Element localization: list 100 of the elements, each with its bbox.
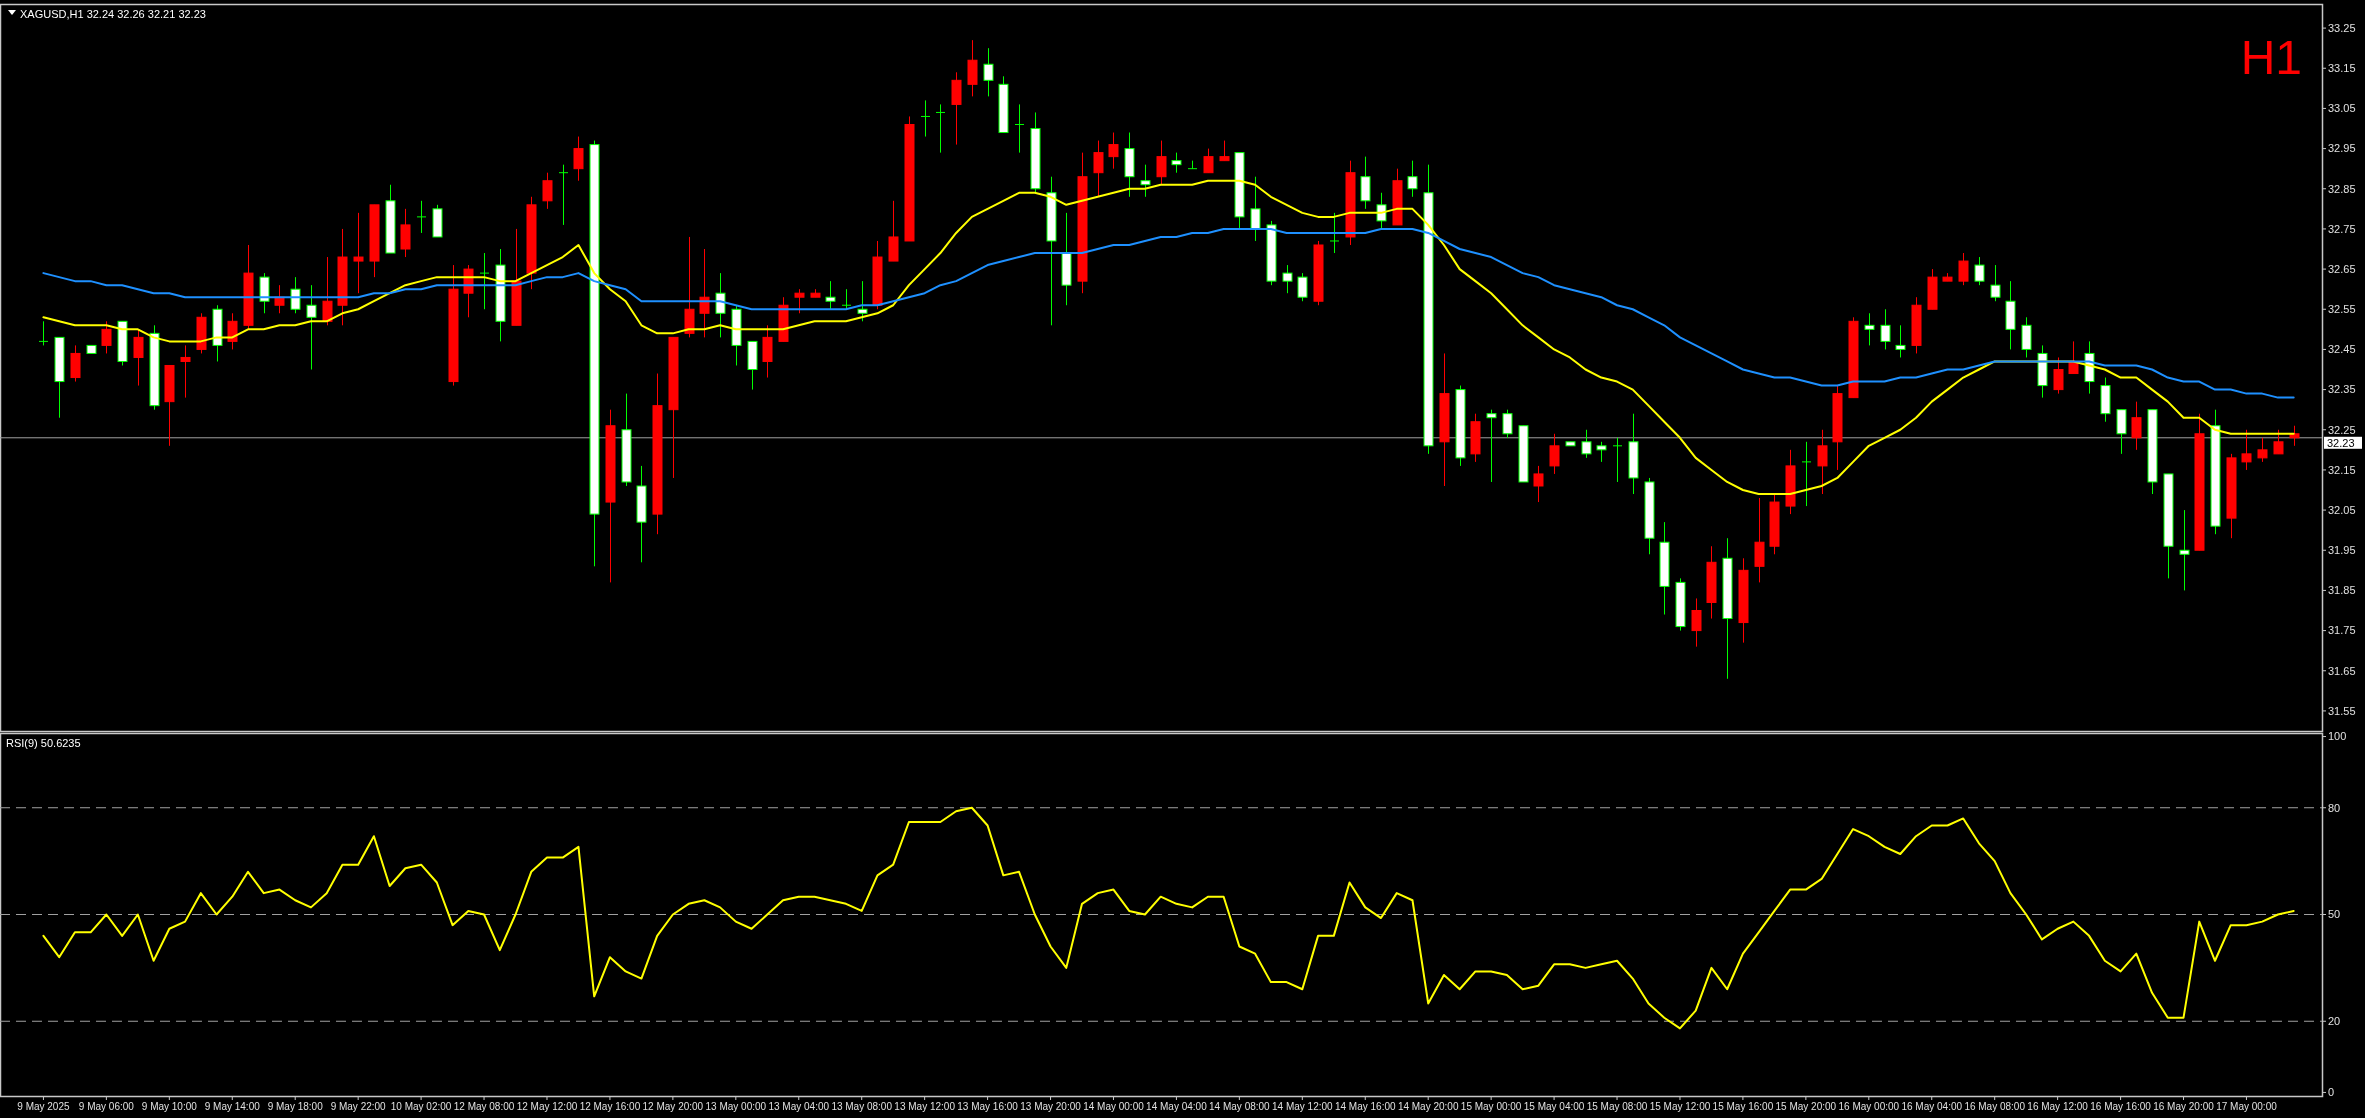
x-tick-label: 14 May 12:00	[1272, 1101, 1334, 1112]
x-tick-label: 9 May 2025	[17, 1101, 70, 1112]
x-tick-label: 16 May 04:00	[1901, 1101, 1963, 1112]
y-tick-label: 32.65	[2328, 262, 2356, 275]
x-tick-label: 13 May 08:00	[831, 1101, 893, 1112]
candlestick	[1140, 164, 1151, 198]
candlestick	[2257, 437, 2268, 463]
x-tick-label: 12 May 12:00	[516, 1101, 578, 1112]
candlestick	[794, 288, 805, 314]
candlestick	[2131, 401, 2142, 451]
candlestick	[1990, 264, 2001, 302]
candlestick	[699, 248, 710, 338]
y-tick-label: 32.35	[2328, 383, 2356, 396]
y-tick-label: 33.05	[2328, 102, 2356, 115]
annotation: H1	[2240, 31, 2302, 84]
candlestick	[322, 256, 333, 326]
x-tick-label: 15 May 16:00	[1712, 1101, 1774, 1112]
candlestick	[479, 252, 490, 310]
candlestick	[1596, 441, 1607, 463]
x-tick-label: 12 May 08:00	[453, 1101, 515, 1112]
y-tick-label: 20	[2328, 1015, 2341, 1028]
x-tick-label: 12 May 16:00	[579, 1101, 641, 1112]
y-tick-label: 32.75	[2328, 222, 2356, 235]
ref-line-label: 32.23	[2327, 436, 2355, 449]
x-tick-label: 9 May 10:00	[141, 1101, 198, 1112]
x-tick-label: 13 May 20:00	[1020, 1101, 1082, 1112]
y-tick-label: 31.55	[2328, 704, 2356, 717]
x-tick-label: 16 May 20:00	[2153, 1101, 2215, 1112]
candlestick	[2068, 340, 2079, 375]
candlestick	[1329, 212, 1340, 254]
candlestick	[1958, 252, 1969, 286]
x-tick-label: 14 May 20:00	[1397, 1101, 1459, 1112]
x-tick-label: 15 May 12:00	[1649, 1101, 1711, 1112]
y-tick-label: 32.15	[2328, 463, 2356, 476]
y-tick-label: 100	[2328, 730, 2347, 743]
candlestick	[573, 136, 584, 182]
y-tick-label: 50	[2328, 908, 2341, 921]
y-tick-label: 31.75	[2328, 624, 2356, 637]
y-tick-label: 32.95	[2328, 142, 2356, 155]
x-tick-label: 9 May 18:00	[267, 1101, 324, 1112]
candlestick	[306, 284, 317, 371]
x-tick-label: 14 May 16:00	[1334, 1101, 1396, 1112]
x-tick-label: 15 May 00:00	[1460, 1101, 1522, 1112]
x-tick-label: 13 May 04:00	[768, 1101, 830, 1112]
y-tick-label: 31.95	[2328, 544, 2356, 557]
candlestick	[416, 200, 427, 234]
candlestick	[1376, 192, 1387, 230]
candlestick	[1880, 308, 1891, 350]
candlestick	[1282, 264, 1293, 294]
candlestick	[2273, 429, 2284, 455]
x-tick-label: 17 May 00:00	[2216, 1101, 2278, 1112]
candlestick	[180, 344, 191, 399]
y-tick-label: 32.45	[2328, 343, 2356, 356]
candlestick	[1156, 140, 1167, 186]
candlestick	[1549, 433, 1560, 475]
x-tick-label: 10 May 02:00	[390, 1101, 452, 1112]
candlestick	[1486, 409, 1497, 483]
candlestick	[715, 272, 726, 338]
candlestick	[1801, 441, 1812, 507]
candlestick	[1817, 429, 1828, 495]
y-tick-label: 31.85	[2328, 584, 2356, 597]
candlestick	[558, 164, 569, 226]
candlestick	[101, 320, 112, 354]
x-tick-label: 12 May 20:00	[642, 1101, 704, 1112]
candlestick	[1093, 140, 1104, 198]
x-tick-label: 9 May 14:00	[204, 1101, 261, 1112]
candlestick	[1250, 176, 1261, 242]
candlestick	[133, 328, 144, 387]
candlestick	[1297, 272, 1308, 302]
candlestick	[1219, 140, 1230, 162]
candlestick	[1691, 597, 1702, 648]
candlestick	[920, 99, 931, 138]
y-tick-label: 32.55	[2328, 303, 2356, 316]
y-tick-label: 32.05	[2328, 503, 2356, 516]
x-tick-label: 16 May 08:00	[1964, 1101, 2026, 1112]
candlestick	[38, 320, 49, 346]
y-tick-label: 31.65	[2328, 664, 2356, 677]
x-tick-label: 14 May 04:00	[1146, 1101, 1208, 1112]
x-tick-label: 15 May 04:00	[1523, 1101, 1585, 1112]
candlestick	[353, 212, 364, 294]
line-series	[42, 806, 2295, 1030]
candlestick	[1502, 409, 1513, 439]
x-tick-label: 15 May 20:00	[1775, 1101, 1837, 1112]
candlestick	[983, 47, 994, 97]
candlestick	[1581, 429, 1592, 459]
candlestick	[857, 280, 868, 322]
y-tick-label: 32.85	[2328, 182, 2356, 195]
candlestick	[841, 288, 852, 310]
y-tick-label: 80	[2328, 801, 2341, 814]
x-tick-label: 9 May 06:00	[78, 1101, 135, 1112]
chart-title: RSI(9) 50.6235	[6, 737, 81, 749]
x-tick-label: 16 May 12:00	[2027, 1101, 2089, 1112]
candlestick	[290, 276, 301, 314]
candlestick	[1203, 148, 1214, 174]
candlestick	[1171, 152, 1182, 174]
chart-title: XAGUSD,H1 32.24 32.26 32.21 32.23	[20, 8, 206, 20]
x-tick-label: 13 May 12:00	[894, 1101, 956, 1112]
candlestick	[1974, 256, 1985, 286]
candlestick	[2053, 356, 2064, 395]
candlestick	[935, 103, 946, 154]
